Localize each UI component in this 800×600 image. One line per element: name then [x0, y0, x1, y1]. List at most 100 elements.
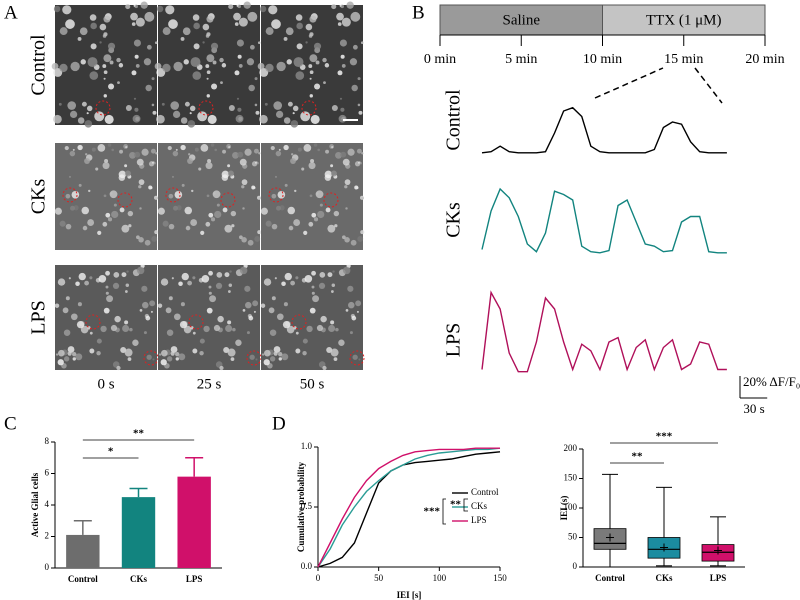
- cell-spot: [173, 205, 178, 211]
- cell-spot: [303, 230, 308, 236]
- cell-spot: [283, 117, 291, 124]
- cell-spot: [107, 143, 112, 147]
- cell-spot: [119, 149, 124, 154]
- cell-spot: [65, 296, 70, 301]
- cell-spot: [264, 349, 271, 357]
- cell-spot: [53, 114, 62, 124]
- cell-spot: [349, 58, 358, 66]
- cell-spot: [208, 270, 213, 276]
- cell-spot: [146, 354, 152, 360]
- cell-spot: [118, 63, 124, 68]
- cell-spot: [238, 64, 243, 68]
- cell-spot: [236, 39, 244, 47]
- cell-spot: [206, 54, 215, 63]
- cell-spot: [167, 145, 172, 151]
- cell-spot: [162, 27, 171, 36]
- cell-spot: [98, 274, 107, 283]
- cell-spot: [327, 224, 336, 233]
- cell-spot: [102, 34, 107, 38]
- cell-spot: [206, 94, 210, 98]
- cell-spot: [124, 348, 133, 357]
- cell-spot: [238, 17, 248, 27]
- cell-spot: [258, 196, 262, 200]
- cell-spot: [227, 170, 234, 177]
- cell-spot: [206, 70, 211, 75]
- cell-spot: [344, 185, 348, 189]
- cell-spot: [216, 272, 223, 278]
- cell-spot: [342, 158, 350, 166]
- cell-spot: [152, 110, 157, 115]
- cell-spot: [62, 307, 69, 314]
- cell-spot: [127, 210, 134, 217]
- cell-spot: [224, 224, 233, 233]
- cell-spot: [251, 185, 256, 190]
- cell-spot: [331, 146, 334, 149]
- cell-spot: [138, 237, 144, 243]
- cell-spot: [351, 315, 357, 321]
- cell-spot: [242, 207, 245, 210]
- cell-spot: [122, 324, 130, 332]
- cell-spot: [85, 153, 88, 156]
- cell-spot: [311, 291, 315, 295]
- cell-spot: [157, 303, 163, 308]
- cell-spot: [222, 207, 228, 213]
- cell-spot: [102, 162, 110, 170]
- cell-spot: [322, 365, 327, 371]
- cell-spot: [103, 94, 107, 98]
- cell-spot: [109, 60, 114, 65]
- cell-spot: [315, 60, 320, 65]
- cell-spot: [274, 277, 277, 280]
- cell-spot: [104, 159, 109, 164]
- x-tick-label: CKs: [130, 574, 148, 584]
- cell-spot: [59, 220, 66, 227]
- cell-spot: [286, 325, 295, 334]
- cell-spot: [54, 303, 60, 308]
- cell-spot: [277, 190, 286, 199]
- y-axis-label: IEI (s): [559, 496, 569, 521]
- cell-spot: [190, 57, 201, 68]
- cell-spot: [105, 291, 109, 295]
- roi-circle: [85, 314, 101, 330]
- cell-spot: [103, 15, 111, 23]
- cell-spot: [233, 12, 241, 21]
- cell-spot: [62, 5, 72, 15]
- cell-spot: [303, 144, 312, 152]
- cell-spot: [293, 219, 301, 226]
- cell-spot: [205, 34, 210, 38]
- cell-spot: [278, 351, 283, 357]
- cell-spot: [352, 44, 358, 50]
- cell-spot: [309, 15, 317, 23]
- cell-spot: [151, 77, 155, 81]
- x-tick-label: Control: [595, 573, 625, 583]
- cell-spot: [154, 62, 162, 70]
- cell-spot: [185, 225, 191, 231]
- x-tick-label: 150: [493, 573, 507, 583]
- cell-spot: [136, 235, 140, 240]
- scale-label: 20% ΔF/F₀: [743, 374, 800, 389]
- cell-spot: [275, 150, 282, 157]
- cell-spot: [243, 1, 251, 9]
- time-label: 0 s: [97, 376, 114, 392]
- cell-spot: [284, 183, 288, 187]
- cell-spot: [269, 329, 277, 336]
- cell-spot: [207, 114, 217, 124]
- cell-spot: [189, 112, 192, 115]
- cell-spot: [358, 110, 363, 115]
- y-tick-label: 4: [45, 499, 50, 509]
- cell-spot: [310, 159, 315, 164]
- cell-spot: [214, 148, 218, 152]
- trace-label: Control: [443, 89, 465, 151]
- cell-spot: [302, 350, 307, 356]
- cell-spot: [75, 281, 80, 286]
- cell-spot: [232, 327, 236, 332]
- cell-spot: [228, 283, 233, 287]
- cell-spot: [80, 325, 89, 334]
- cell-spot: [295, 348, 301, 354]
- cell-spot: [335, 151, 342, 159]
- cell-spot: [253, 148, 259, 154]
- cell-spot: [290, 120, 299, 128]
- cell-spot: [155, 152, 158, 155]
- cell-spot: [270, 145, 275, 151]
- cell-spot: [276, 313, 284, 321]
- cell-spot: [241, 179, 248, 186]
